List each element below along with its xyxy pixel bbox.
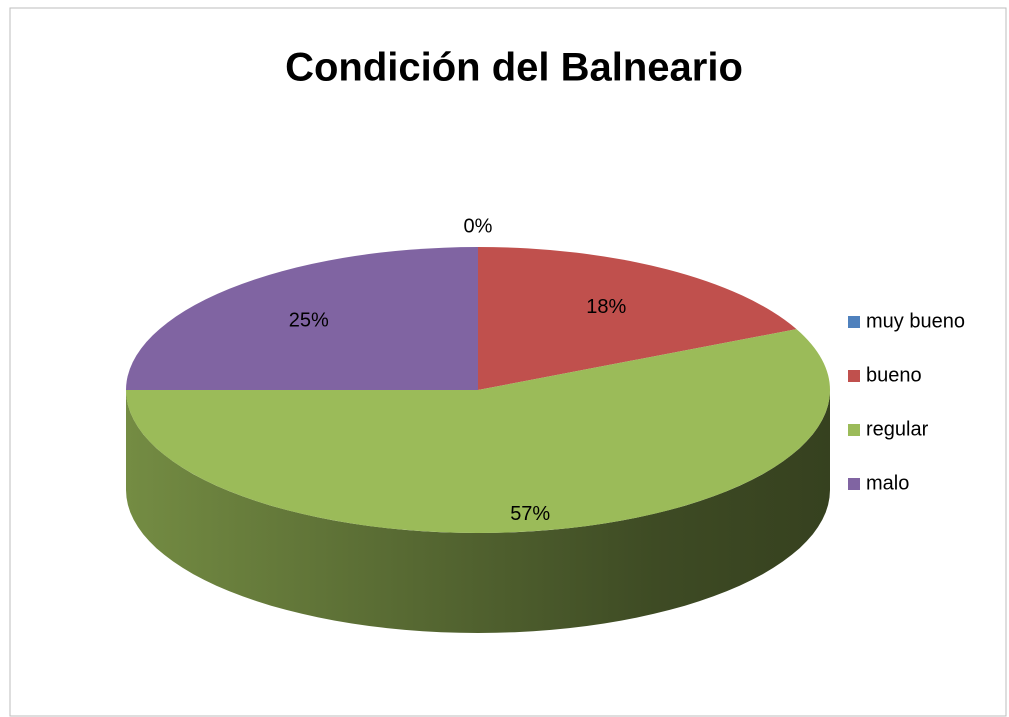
- legend-label: muy bueno: [866, 310, 965, 332]
- legend-swatch: [848, 370, 860, 382]
- data-label: 57%: [510, 503, 550, 525]
- pie-slice: [126, 247, 478, 390]
- data-label: 25%: [289, 310, 329, 332]
- legend-swatch: [848, 424, 860, 436]
- data-label: 18%: [586, 296, 626, 318]
- legend-swatch: [848, 316, 860, 328]
- pie-slice: [126, 329, 830, 533]
- pie-slice: [478, 247, 797, 390]
- data-label: 0%: [464, 215, 493, 237]
- chart-title: Condición del Balneario: [285, 46, 743, 90]
- legend-label: malo: [866, 472, 909, 494]
- legend-label: bueno: [866, 364, 922, 386]
- pie-slice-side: [126, 390, 830, 633]
- legend-label: regular: [866, 418, 929, 440]
- legend-swatch: [848, 478, 860, 490]
